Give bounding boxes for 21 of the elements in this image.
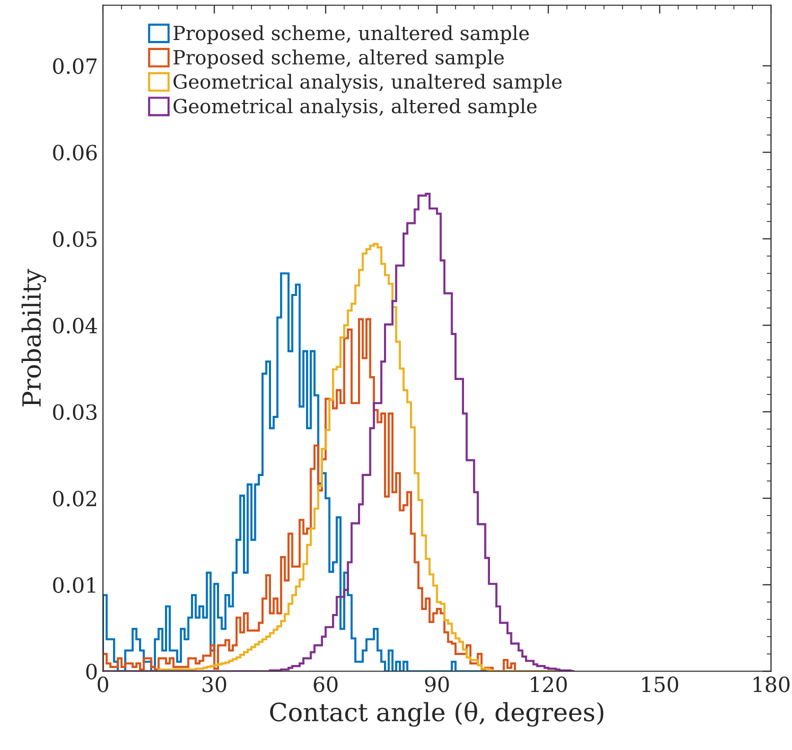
x-tick-label: 120 bbox=[530, 676, 567, 692]
y-tick-label: 0.02 bbox=[53, 490, 96, 506]
legend-label: Proposed scheme, unaltered sample bbox=[174, 25, 529, 44]
legend-label: Geometrical analysis, altered sample bbox=[174, 98, 537, 118]
y-tick-label: 0.05 bbox=[53, 231, 96, 247]
y-tick-label: 0.07 bbox=[53, 58, 97, 74]
x-tick-label: 0 bbox=[98, 676, 108, 692]
x-tick-label: 30 bbox=[202, 676, 226, 692]
legend-label: Proposed scheme, altered sample bbox=[174, 50, 504, 68]
y-tick-label: 0.03 bbox=[53, 404, 97, 420]
y-tick-label: 0.04 bbox=[53, 318, 98, 334]
y-tick-label: 0.01 bbox=[53, 577, 96, 593]
y-tick-label: 0.06 bbox=[53, 144, 97, 160]
x-tick-label: 90 bbox=[425, 676, 449, 692]
legend-label: Geometrical analysis, unaltered sample bbox=[174, 74, 562, 93]
x-axis-title: Contact angle (θ, degrees) bbox=[270, 702, 604, 727]
y-axis-title: Probability bbox=[22, 268, 46, 406]
x-tick-label: 60 bbox=[314, 676, 338, 692]
x-tick-label: 150 bbox=[642, 676, 678, 692]
x-tick-label: 180 bbox=[754, 676, 790, 692]
y-tick-label: 0 bbox=[86, 664, 97, 680]
